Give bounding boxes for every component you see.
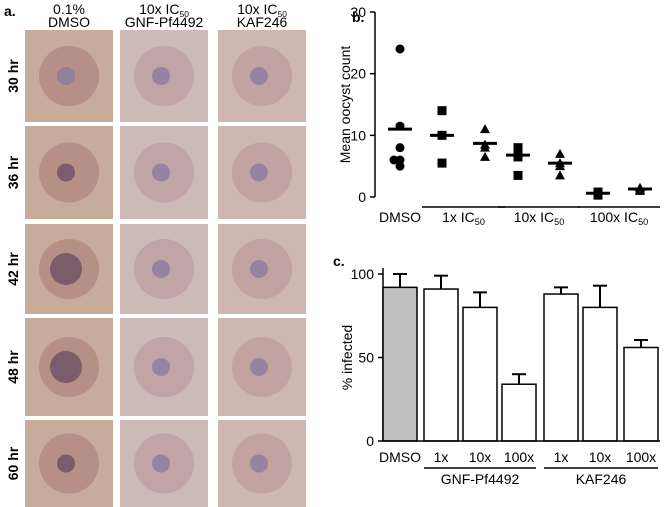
data-point — [480, 151, 490, 161]
parasite — [152, 260, 170, 278]
x-group-label-sub: 50 — [638, 217, 648, 227]
y-axis-label: Mean oocyst count — [337, 46, 353, 164]
parasite — [250, 163, 268, 182]
x-group-label-text: DMSO — [379, 209, 421, 225]
data-point — [395, 44, 405, 54]
y-tick-label: 0 — [366, 433, 374, 449]
row-label: 36 hr — [5, 155, 21, 189]
parasite — [152, 163, 170, 182]
column-header: KAF246 — [237, 14, 288, 30]
bar — [623, 346, 659, 442]
parasite — [250, 358, 268, 376]
x-group-label: 10x IC50 — [514, 209, 565, 227]
y-tick-label: 100 — [351, 266, 375, 282]
column-header-sub: 50 — [180, 9, 190, 19]
x-group-label-sub: 50 — [554, 217, 564, 227]
data-point — [389, 155, 399, 165]
data-point — [513, 143, 523, 153]
x-group-label: KAF246 — [576, 471, 627, 487]
panel-label: a. — [4, 3, 16, 19]
column-header: DMSO — [48, 14, 90, 30]
panel-label: c. — [333, 253, 345, 269]
bar — [501, 383, 537, 442]
x-tick-label: 100x — [626, 449, 656, 465]
row-label: 48 hr — [5, 350, 21, 384]
data-point — [555, 148, 565, 158]
parasite — [57, 454, 75, 473]
column-header-sub: 50 — [278, 9, 288, 19]
x-tick-label: 1x — [434, 449, 449, 465]
parasite — [250, 454, 268, 473]
bar — [582, 306, 618, 442]
parasite — [152, 67, 170, 85]
x-tick-label: 1x — [554, 449, 569, 465]
x-tick-label: 10x — [589, 449, 612, 465]
column-header-text: 10x IC — [139, 1, 179, 17]
x-group-label-text: 100x IC — [590, 209, 638, 225]
row-label: 42 hr — [5, 252, 21, 286]
x-tick-label: 100x — [504, 449, 534, 465]
data-point — [480, 124, 490, 134]
x-group-label: 1x IC50 — [442, 209, 485, 227]
parasite — [152, 358, 170, 376]
data-point — [395, 161, 405, 171]
data-point — [513, 152, 523, 162]
parasite — [250, 260, 268, 278]
bar — [543, 293, 579, 442]
column-header: 0.1% — [53, 1, 85, 17]
panel-label: b. — [352, 9, 364, 25]
y-tick-label: 50 — [358, 350, 374, 366]
y-tick-label: 0 — [358, 189, 366, 205]
parasite — [57, 163, 75, 182]
x-group-label: 100x IC50 — [590, 209, 648, 227]
data-point — [555, 161, 565, 171]
y-tick-label: 10 — [350, 127, 366, 143]
bar — [423, 288, 459, 442]
parasite — [50, 351, 82, 383]
column-header: 10x IC50 — [139, 1, 189, 19]
data-point — [513, 170, 523, 180]
x-group-label: DMSO — [379, 209, 421, 225]
data-point — [437, 106, 447, 116]
column-header: GNF-Pf4492 — [125, 14, 204, 30]
data-point — [437, 158, 447, 168]
y-tick-label: 20 — [350, 66, 366, 82]
bar — [382, 286, 418, 442]
row-label: 60 hr — [5, 446, 21, 480]
x-group-label-text: 1x IC — [442, 209, 475, 225]
x-group-label: GNF-Pf4492 — [441, 471, 520, 487]
data-point — [395, 143, 405, 153]
data-point — [593, 190, 603, 200]
data-point — [555, 170, 565, 180]
parasite — [50, 253, 82, 285]
data-point — [480, 142, 490, 152]
parasite — [152, 454, 170, 473]
y-axis-label: % infected — [339, 325, 355, 390]
parasite — [57, 67, 75, 85]
x-tick-label: DMSO — [379, 449, 421, 465]
column-header: 10x IC50 — [237, 1, 287, 19]
y-tick-label: 30 — [350, 4, 366, 20]
x-tick-label: 10x — [469, 449, 492, 465]
row-label: 30 hr — [5, 59, 21, 93]
column-header-text: 0.1% — [53, 1, 85, 17]
x-group-label-text: 10x IC — [514, 209, 554, 225]
x-group-label-sub: 50 — [475, 217, 485, 227]
bar — [462, 306, 498, 442]
column-header-text: 10x IC — [237, 1, 277, 17]
parasite — [250, 67, 268, 85]
